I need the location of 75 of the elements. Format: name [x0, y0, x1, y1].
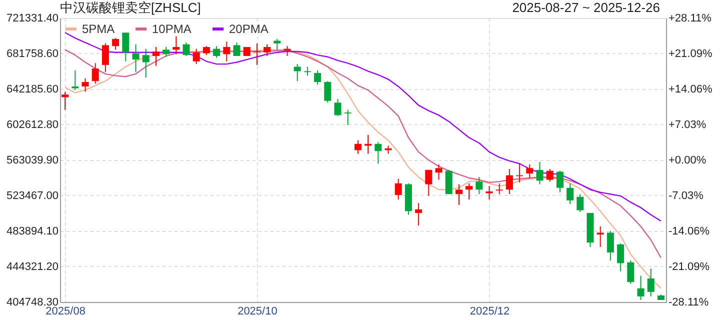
candlestick: [476, 176, 483, 195]
y2-tick-label: -7.03%: [668, 190, 704, 202]
y2-tick-label: +28.11%: [668, 12, 712, 24]
candlestick: [294, 64, 301, 82]
x-tick-label: 2025/08: [46, 306, 86, 318]
candlestick: [62, 91, 69, 110]
candlestick: [394, 178, 402, 200]
y-tick-label: 681758.60: [6, 48, 58, 60]
y-tick-label: 721331.40: [6, 12, 58, 24]
legend-label: 10PMA: [152, 22, 192, 36]
candlestick: [526, 164, 534, 178]
candlestick: [213, 46, 220, 58]
y-tick-label: 523467.00: [6, 190, 58, 202]
candlestick: [344, 109, 352, 126]
y-tick-label: 602612.80: [6, 119, 58, 131]
candlestick: [506, 168, 513, 195]
y2-tick-label: +0.00%: [668, 154, 706, 166]
legend-label: 20PMA: [229, 22, 268, 36]
candlestick: [92, 62, 99, 84]
candlestick: [374, 142, 382, 164]
candlestick: [142, 48, 150, 78]
chart-subtitle: 2025-08-27 ~ 2025-12-26: [512, 0, 660, 15]
candlestick: [274, 38, 281, 50]
candlestick: [72, 70, 79, 91]
candlestick: [324, 80, 332, 104]
y2-tick-label: +7.03%: [668, 118, 706, 131]
candlestick: [596, 226, 604, 248]
candlestick: [617, 242, 624, 272]
candlestick: [122, 32, 130, 62]
candlestick: [182, 42, 190, 56]
candlestick: [223, 41, 230, 62]
candlestick: [192, 48, 200, 65]
candlestick: [132, 44, 140, 73]
candlestick: [606, 230, 614, 262]
candlestick: [334, 98, 342, 117]
x-tick-label: 2025/12: [470, 306, 510, 318]
y-tick-label: 563039.90: [6, 154, 58, 166]
candlestick: [172, 36, 180, 55]
candlestick: [566, 182, 574, 204]
candlestick: [546, 168, 554, 182]
candlestick: [435, 164, 442, 180]
candlestick: [264, 44, 271, 56]
candlestick: [233, 42, 240, 56]
candlestick: [496, 182, 503, 195]
candlestick: [536, 161, 544, 185]
candlestick: [637, 275, 644, 300]
candlestick: [576, 194, 584, 213]
candlestick: [314, 70, 322, 86]
y-tick-label: 642185.60: [6, 84, 58, 96]
y2-tick-label: -21.09%: [668, 261, 710, 274]
candlestick: [556, 170, 564, 193]
legend-label: 5PMA: [82, 22, 115, 36]
candlestick: [425, 169, 432, 196]
y-tick-label: 483894.10: [6, 226, 58, 238]
candlestick: [102, 42, 109, 73]
candlestick: [445, 169, 452, 195]
candlestick: [627, 260, 634, 284]
candlestick: [647, 268, 654, 297]
y2-tick-label: +14.06%: [668, 83, 712, 96]
candlestick: [354, 140, 362, 154]
candlestick: [162, 46, 170, 58]
y2-tick-label: -28.11%: [668, 296, 709, 308]
candlestick: [82, 78, 89, 92]
candlestick: [253, 42, 260, 66]
line-series: [64, 32, 662, 222]
candlestick: [112, 38, 120, 50]
y2-tick-label: +21.09%: [668, 48, 712, 60]
candlestick: [415, 202, 422, 226]
candlestick: [455, 184, 462, 206]
chart-title: 中汉碳酸锂卖空[ZHSLC]: [60, 0, 201, 15]
y-tick-label: 444321.20: [6, 261, 58, 273]
x-tick-label: 2025/10: [238, 306, 278, 318]
candlestick: [152, 46, 160, 66]
y2-tick-label: -14.06%: [668, 226, 710, 238]
candlestick: [466, 182, 473, 200]
